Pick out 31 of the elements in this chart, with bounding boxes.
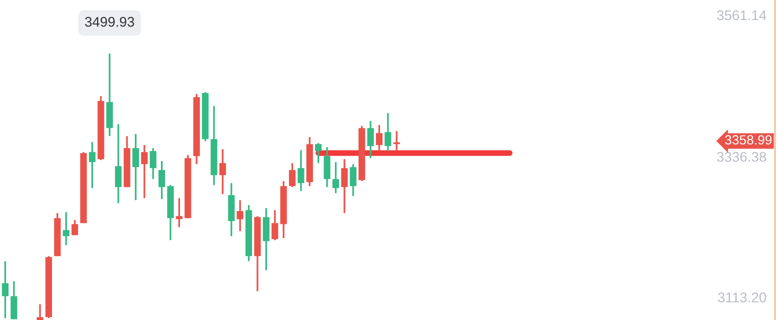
candlestick (315, 142, 322, 164)
candlestick (384, 112, 392, 152)
annotation: 3499.93 (85, 16, 134, 27)
candlestick (141, 144, 148, 199)
y-tick-label: 3561.14 (716, 10, 766, 20)
candlestick (150, 147, 156, 180)
candlestick (132, 133, 139, 201)
candlestick (288, 162, 296, 188)
candlestick (2, 260, 9, 320)
candlestick (236, 199, 244, 232)
candlestick (341, 158, 348, 214)
candlestick (72, 219, 78, 236)
y-tick-label: 3336.38 (716, 152, 766, 162)
candlestick (350, 163, 356, 197)
candlestick (36, 303, 44, 320)
candlestick (367, 120, 374, 159)
candlestick (158, 160, 166, 200)
candlestick (88, 141, 96, 189)
candlestick (272, 209, 278, 241)
candlestick (262, 207, 270, 272)
candlestick (176, 197, 182, 228)
y-tick-label: 3113.20 (718, 292, 766, 302)
candlestick (298, 149, 304, 192)
candlestick (62, 211, 70, 246)
candlestick (332, 161, 340, 194)
candlestick (376, 124, 383, 152)
candlestick (219, 148, 226, 195)
candlestick (10, 280, 18, 320)
candlestick (114, 123, 122, 204)
annotation: 3358.99 (725, 135, 772, 145)
candlestick (324, 146, 330, 188)
